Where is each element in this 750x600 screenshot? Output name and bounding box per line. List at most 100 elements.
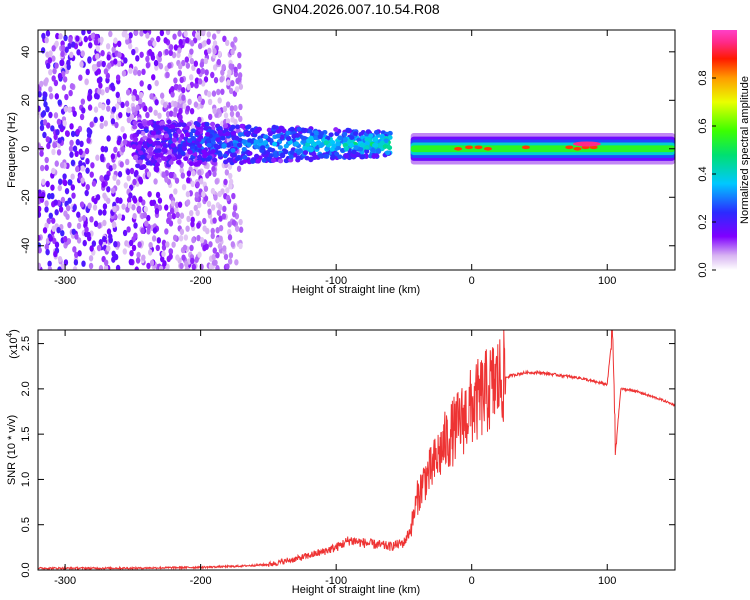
spectrogram-cell xyxy=(194,82,199,89)
spectrogram-cell xyxy=(87,128,93,136)
spectrogram-cell xyxy=(106,197,111,205)
spectrogram-cell xyxy=(118,111,123,119)
spectrogram-cell xyxy=(228,178,234,186)
snr-y-multiplier-close: ) xyxy=(8,329,20,333)
spectrogram-cell xyxy=(153,59,159,67)
spectrogram-cell xyxy=(181,254,186,261)
spectrogram-cell xyxy=(150,158,156,164)
spectrogram-cell xyxy=(185,105,191,112)
spectrogram-cell xyxy=(129,113,135,121)
spectrogram-cell xyxy=(81,30,86,36)
spectrogram-cell xyxy=(206,38,211,45)
spectrogram-cell xyxy=(179,212,185,219)
spectrogram-cell xyxy=(185,190,191,198)
spectrogram-cell xyxy=(136,251,141,259)
spectrogram-cell xyxy=(161,239,167,247)
spectrogram-cell xyxy=(154,162,160,168)
spectrogram-cell xyxy=(119,161,124,168)
spectrogram-cell xyxy=(222,205,227,213)
spectrogram-cell xyxy=(120,101,125,109)
spectrogram-cell xyxy=(147,120,153,125)
spectrogram-cell xyxy=(229,105,235,112)
spectrogram-cell xyxy=(263,134,269,140)
spectrogram-cell xyxy=(102,192,107,199)
spectrogram-cell xyxy=(121,70,127,77)
spectrogram-cell xyxy=(167,62,172,69)
spectrogram-cell xyxy=(201,190,206,198)
spectrogram-cell xyxy=(108,233,113,240)
spectrogram-cell xyxy=(573,146,582,151)
snr-ytick-label: 0.5 xyxy=(20,517,32,532)
colorbar-ticks: 0.0 0.2 0.4 0.6 0.8 xyxy=(697,70,716,278)
spectrogram-cell xyxy=(228,87,234,95)
spectrogram-cell xyxy=(51,225,56,232)
spectrogram-cell xyxy=(266,127,272,133)
spectrogram-cell xyxy=(103,264,109,270)
spectrogram-cell xyxy=(210,71,215,79)
spectrogram-cell xyxy=(107,62,112,69)
spectrogram-cell xyxy=(295,155,301,161)
spectrogram-cell xyxy=(306,146,312,152)
spectrogram-cell xyxy=(232,210,237,218)
spectrogram-cell xyxy=(41,32,46,40)
spectrogram-cell xyxy=(256,126,262,132)
spectrogram-cell xyxy=(114,103,120,110)
spectrogram-cell xyxy=(53,250,58,258)
spectrogram-cell xyxy=(285,136,292,142)
spectrogram-cell xyxy=(75,128,80,136)
spectrogram-cell xyxy=(188,161,194,167)
spectrogram-cell xyxy=(227,163,233,170)
spectrogram-cell xyxy=(184,132,191,138)
spectrogram-cell xyxy=(74,251,79,259)
spectrogram-cell xyxy=(177,122,183,127)
spectrogram-cell xyxy=(124,100,130,107)
spectrogram-cell xyxy=(300,135,306,141)
spectrogram-cell xyxy=(67,106,72,113)
spectrogram-cell xyxy=(330,154,336,159)
spectrogram-cell xyxy=(241,139,247,145)
spectrogram-frame xyxy=(37,29,676,271)
spectrogram-cell xyxy=(179,262,184,270)
spectrogram-cell xyxy=(67,179,72,186)
spectrogram-cell xyxy=(127,43,133,50)
spectrogram-cell xyxy=(236,165,242,172)
spectrogram-cell xyxy=(125,38,130,45)
spectrogram-cell xyxy=(39,150,44,157)
spectrogram-cell xyxy=(66,237,72,245)
spectrogram-cell xyxy=(139,30,144,37)
spectrogram-cell xyxy=(45,62,51,69)
snr-y-ticks: 0.0 0.5 1.0 1.5 2.0 2.5 xyxy=(20,336,675,578)
spectrogram-cell xyxy=(239,160,245,166)
spectrogram-cell xyxy=(79,113,85,121)
spectrogram-cell xyxy=(157,51,163,58)
spectrogram-cell xyxy=(282,148,288,154)
spectrogram-cell xyxy=(44,77,49,84)
spectrogram-cell xyxy=(91,240,97,247)
spectrogram-cell xyxy=(263,140,269,145)
spectrogram-cell xyxy=(184,261,189,268)
spectrogram-cell xyxy=(224,131,231,137)
spectrogram-cell xyxy=(51,148,56,156)
spectrogram-cell xyxy=(102,209,107,216)
spectrogram-cell xyxy=(76,222,82,230)
spectrogram-cell xyxy=(163,37,168,44)
spectrogram-cell xyxy=(91,180,97,187)
spectrogram-cell xyxy=(133,30,139,36)
spectrogram-cell xyxy=(253,144,259,149)
spectrogram-cell xyxy=(50,125,55,132)
spectrogram-cell xyxy=(44,200,49,207)
spectrogram-cell xyxy=(54,93,60,100)
spectrogram-cell xyxy=(185,37,190,44)
spectrogram-cell xyxy=(90,32,95,40)
spectrogram-cell xyxy=(92,204,98,211)
spectrogram-cell xyxy=(317,134,323,140)
spectrogram-cell xyxy=(233,118,238,126)
spectrogram-cell xyxy=(255,158,261,164)
spectrogram-cell xyxy=(190,135,196,141)
spectrogram-cell xyxy=(104,86,110,94)
spectrogram-cell xyxy=(70,159,76,167)
spectrogram-cell xyxy=(258,138,264,144)
spectrogram-ytick-label: 20 xyxy=(20,94,32,106)
spectrogram-cell xyxy=(131,244,137,252)
spectrogram-cell xyxy=(166,154,172,160)
